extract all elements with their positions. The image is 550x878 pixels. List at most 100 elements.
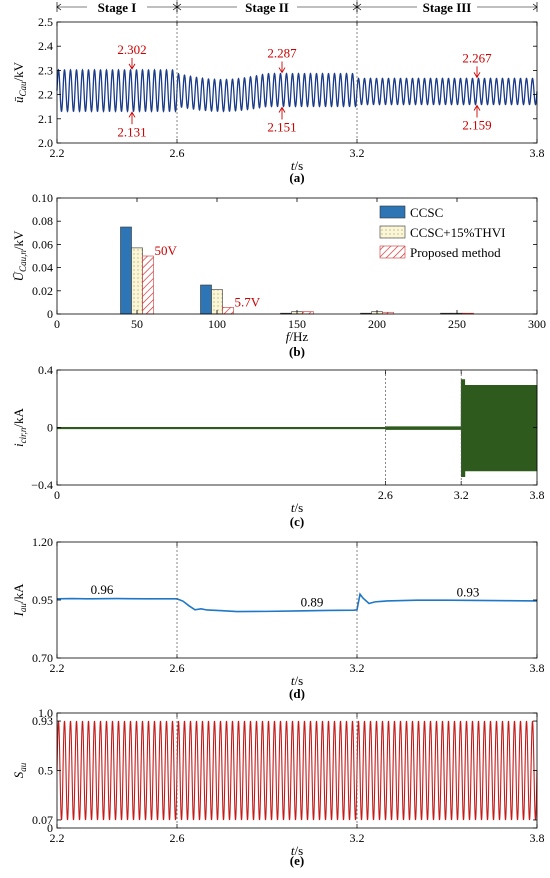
x-axis-label-unit: /s	[294, 843, 303, 858]
annotation-label: 2.267	[462, 50, 492, 65]
annotation-label: 2.287	[267, 46, 297, 61]
bar-ccsc	[120, 226, 132, 315]
y-tick-label: 0.02	[32, 284, 53, 298]
legend-swatch	[379, 205, 406, 219]
bar-proposed-method	[142, 255, 154, 315]
bar-proposed-method	[222, 307, 234, 315]
series-line	[56, 68, 538, 113]
y-axis-label-var: ū	[11, 96, 26, 103]
stage-label: Stage III	[423, 0, 472, 15]
annotation-label: 2.151	[267, 119, 296, 134]
y-tick-label: 2.0	[38, 136, 53, 150]
y-tick-label: 0	[47, 307, 53, 321]
plot-frame	[56, 369, 538, 486]
plot-frame	[56, 197, 538, 315]
series-line	[56, 379, 538, 477]
x-axis-label: t/s	[291, 158, 303, 173]
stage-label-bg	[87, 0, 147, 14]
plot-frame	[56, 712, 538, 829]
legend-swatch	[379, 245, 406, 259]
x-axis-label-var: t	[291, 673, 295, 688]
annotation-arrowhead	[473, 104, 481, 111]
bar-value-label: 5.7V	[235, 294, 261, 309]
y-axis-label: Sau	[11, 762, 28, 778]
annotation-arrowhead	[128, 63, 136, 70]
y-tick-label: 2.4	[38, 39, 53, 53]
x-tick-label: 2.6	[170, 661, 185, 675]
chart-panel-e: 2.2 2.6 3.2 3.8 00.07 0.5 0.931.0 t/s Sau (e)	[11, 706, 545, 868]
y-tick-label: 1.20	[32, 535, 53, 549]
annotation-arrowhead	[128, 111, 136, 118]
plot-frame	[56, 21, 538, 144]
y-axis-label-sub: au	[18, 603, 28, 613]
y-tick-label: 2.5	[38, 15, 53, 29]
y-axis-label-unit: /kA	[11, 583, 26, 603]
annotation-arrowhead	[473, 72, 481, 79]
x-tick-label: 2.2	[50, 146, 65, 160]
y-tick-label: 0.04	[32, 261, 53, 275]
x-tick-label: 2.6	[170, 831, 185, 845]
x-tick-label: 150	[288, 317, 306, 331]
legend-label: CCSC+15%THVI	[410, 225, 505, 240]
y-axis-label-sub: Cau	[18, 81, 28, 97]
x-tick-label: 0	[54, 488, 60, 502]
series-line	[56, 720, 538, 821]
y-tick-label: 0.10	[32, 191, 53, 205]
annotation-arrowhead	[278, 106, 286, 113]
x-axis-label-unit: /Hz	[289, 329, 308, 344]
x-tick-label: 250	[448, 317, 466, 331]
panel-caption: (e)	[290, 853, 304, 868]
y-axis-label-sub: cir,n	[18, 427, 28, 443]
y-axis-label: ūCau/kV	[11, 61, 28, 103]
panel-caption: (c)	[290, 514, 304, 529]
stage-label-bg	[417, 0, 477, 14]
y-tick-label: 1.0	[38, 706, 53, 720]
legend-label: Proposed method	[410, 245, 501, 260]
y-tick-label: 2.3	[38, 63, 53, 77]
x-tick-label: 3.2	[454, 488, 469, 502]
series-line	[56, 592, 538, 613]
panel-caption: (d)	[289, 686, 305, 701]
y-tick-label: 0.5	[38, 764, 53, 778]
bar-ccsc	[200, 284, 212, 315]
y-axis-label: icir,n/kA	[11, 407, 28, 446]
stage-label: Stage II	[245, 0, 289, 15]
x-axis-label: f/Hz	[286, 329, 309, 344]
legend-label: CCSC	[410, 205, 443, 220]
y-axis-label-unit: /kV	[11, 230, 26, 250]
y-axis-label: Iau/kA	[11, 583, 28, 617]
value-annotation: 0.89	[301, 594, 324, 609]
y-tick-label: 0.06	[32, 237, 53, 251]
y-axis-label-unit: /kA	[11, 407, 26, 427]
y-tick-label: 0.95	[32, 593, 53, 607]
y-tick-label: 0.07	[32, 813, 53, 827]
annotation-label: 2.159	[462, 118, 491, 133]
value-annotation: 0.93	[457, 584, 480, 599]
y-axis-label-var: I	[11, 611, 26, 617]
bar-ccsc-15-thvi	[131, 247, 143, 315]
y-tick-label: 0.70	[32, 651, 53, 665]
y-tick-label: 0.4	[38, 363, 53, 377]
y-tick-label: 2.2	[38, 88, 53, 102]
x-axis-label: t/s	[291, 500, 303, 515]
y-axis-label-sub: Cau,n	[18, 250, 28, 272]
stage-label-bg	[237, 0, 297, 14]
x-axis-label-var: f	[286, 329, 292, 344]
x-tick-label: 2.2	[50, 831, 65, 845]
x-tick-label: 100	[208, 317, 226, 331]
stage-label: Stage I	[98, 0, 137, 15]
x-tick-label: 3.2	[350, 831, 365, 845]
x-tick-label: 2.6	[170, 146, 185, 160]
x-tick-label: 50	[131, 317, 143, 331]
x-tick-label: 3.8	[530, 146, 545, 160]
x-axis-label-var: t	[291, 500, 295, 515]
y-axis-label-unit: /kV	[11, 61, 26, 81]
plot-frame	[56, 541, 538, 659]
legend-swatch	[379, 225, 406, 239]
x-axis-label-var: t	[291, 158, 295, 173]
y-tick-label: 0.08	[32, 214, 53, 228]
x-axis-label-unit: /s	[294, 158, 303, 173]
y-axis-label-var: Ū	[11, 270, 26, 281]
